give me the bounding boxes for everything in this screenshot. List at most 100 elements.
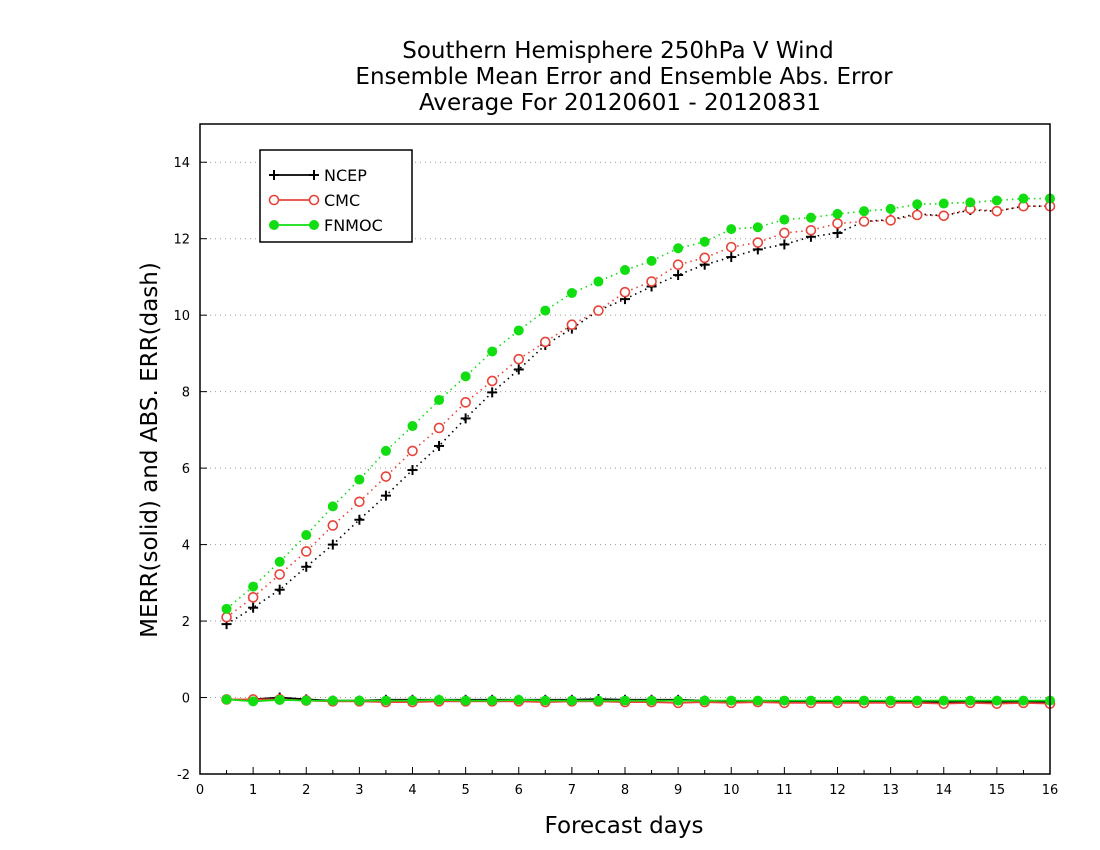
- y-tick-label: 6: [182, 462, 190, 477]
- x-tick-label: 3: [355, 783, 363, 798]
- ncep-abs-err-point: [248, 602, 259, 613]
- ncep-abs-err-point: [327, 539, 338, 550]
- fnmoc-abs-err-point: [301, 530, 312, 541]
- cmc-abs-err-point: [646, 276, 657, 287]
- cmc-abs-err-point: [699, 252, 710, 264]
- cmc-abs-err-point: [274, 569, 285, 580]
- ncep-abs-err-point: [726, 252, 737, 263]
- cmc-abs-err-point: [540, 336, 551, 348]
- fnmoc-mean-err-point: [673, 695, 684, 706]
- cmc-abs-err-point: [433, 422, 445, 434]
- fnmoc-mean-err-point: [726, 695, 737, 706]
- fnmoc-mean-err-point: [805, 695, 816, 706]
- legend-label: CMC: [324, 191, 360, 210]
- fnmoc-abs-err-point: [327, 501, 338, 512]
- fnmoc-mean-err-point: [221, 694, 232, 705]
- x-axis-label: Forecast days: [545, 813, 704, 839]
- fnmoc-mean-err-point: [965, 695, 976, 706]
- ncep-abs-err-point: [460, 413, 471, 424]
- ncep-abs-err-point: [673, 270, 684, 281]
- fnmoc-mean-err-point: [885, 695, 896, 706]
- legend-marker: [269, 220, 279, 230]
- y-tick-label: 8: [182, 386, 190, 401]
- y-tick-label: -2: [177, 768, 190, 783]
- fnmoc-mean-err-point: [407, 695, 418, 706]
- fnmoc-abs-err-point: [938, 198, 949, 209]
- cmc-abs-err-point: [805, 224, 817, 236]
- fnmoc-mean-err-point: [752, 695, 763, 706]
- fnmoc-mean-err-point: [274, 694, 285, 705]
- x-tick-label: 6: [515, 783, 523, 798]
- x-tick-label: 15: [989, 783, 1006, 798]
- cmc-abs-err-point: [858, 216, 870, 227]
- y-axis-label: MERR(solid) and ABS. ERR(dash): [137, 262, 163, 638]
- fnmoc-abs-err-point: [540, 305, 551, 316]
- fnmoc-mean-err-point: [938, 695, 949, 706]
- legend-label: NCEP: [324, 166, 367, 185]
- cmc-abs-err-point: [513, 353, 525, 365]
- x-tick-label: 1: [249, 783, 257, 798]
- cmc-abs-err-point: [779, 227, 790, 239]
- y-tick-label: 2: [182, 615, 190, 630]
- ncep-abs-err-point: [274, 584, 285, 595]
- ncep-abs-err-point: [407, 465, 418, 476]
- cmc-abs-err-point: [221, 611, 232, 623]
- cmc-abs-err-point: [752, 237, 764, 248]
- fnmoc-abs-err-point: [965, 197, 976, 208]
- fnmoc-abs-err-point: [434, 395, 445, 406]
- fnmoc-abs-err-point: [991, 195, 1002, 206]
- fnmoc-abs-err-point: [726, 224, 737, 235]
- ncep-abs-err-point: [487, 387, 498, 398]
- x-tick-label: 8: [621, 783, 629, 798]
- cmc-abs-err-point: [832, 218, 843, 229]
- fnmoc-abs-err-point: [832, 208, 843, 219]
- x-tick-label: 12: [829, 783, 846, 798]
- legend-marker: [308, 194, 320, 206]
- fnmoc-abs-err-point: [646, 255, 657, 266]
- cmc-abs-err-point: [247, 592, 259, 603]
- x-tick-label: 0: [196, 783, 204, 798]
- fnmoc-mean-err-point: [380, 695, 391, 706]
- ncep-abs-err-point: [380, 490, 391, 501]
- fnmoc-mean-err-point: [646, 695, 657, 706]
- x-tick-label: 16: [1042, 783, 1059, 798]
- legend-marker: [269, 170, 279, 180]
- y-tick-label: 12: [173, 233, 190, 248]
- legend-marker: [309, 220, 319, 230]
- legend: NCEP CMC FNMOC: [259, 149, 413, 243]
- fnmoc-abs-err-point: [620, 265, 630, 276]
- cmc-abs-err-point: [725, 241, 737, 253]
- fnmoc-abs-err-point: [221, 603, 232, 614]
- fnmoc-mean-err-point: [699, 695, 710, 706]
- cmc-abs-err-point: [566, 319, 578, 331]
- x-tick-label: 7: [568, 783, 576, 798]
- fnmoc-abs-err-point: [859, 206, 870, 217]
- fnmoc-abs-err-point: [566, 288, 577, 298]
- y-tick-label: 14: [173, 156, 190, 171]
- fnmoc-mean-err-line: [226, 698, 1050, 703]
- ncep-abs-err-point: [354, 514, 365, 525]
- fnmoc-mean-err-point: [991, 695, 1002, 706]
- cmc-abs-err-point: [593, 305, 604, 316]
- fnmoc-abs-err-point: [248, 581, 259, 592]
- fnmoc-abs-err-point: [752, 222, 763, 233]
- cmc-abs-err-point: [991, 205, 1003, 217]
- fnmoc-mean-err-point: [434, 694, 445, 705]
- fnmoc-mean-err-point: [460, 695, 471, 706]
- series-cmc: [221, 200, 1056, 709]
- fnmoc-abs-err-point: [460, 371, 471, 382]
- fnmoc-abs-err-point: [274, 556, 285, 567]
- cmc-abs-err-point: [460, 397, 471, 408]
- title-line-1: Southern Hemisphere 250hPa V Wind: [402, 38, 833, 64]
- ncep-abs-err-point: [434, 440, 445, 451]
- fnmoc-mean-err-point: [354, 695, 365, 706]
- y-tick-label: 0: [182, 692, 190, 707]
- fnmoc-mean-err-point: [779, 695, 790, 706]
- series-fnmoc: [221, 193, 1055, 707]
- fnmoc-abs-err-point: [407, 421, 418, 432]
- fnmoc-abs-err-line: [226, 197, 1050, 610]
- fnmoc-abs-err-point: [673, 243, 684, 254]
- chart-title: Southern Hemisphere 250hPa V Wind Ensemb…: [355, 38, 893, 116]
- x-tick-label: 9: [674, 783, 682, 798]
